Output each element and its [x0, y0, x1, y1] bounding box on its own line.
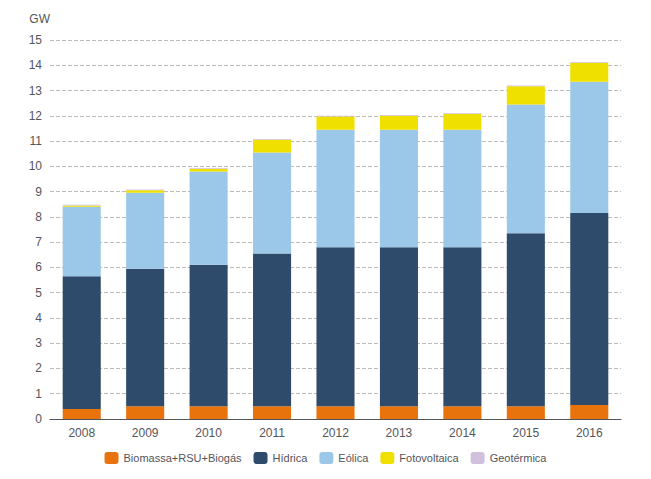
svg-text:15: 15 [29, 33, 43, 47]
svg-text:Fotovoltaica: Fotovoltaica [399, 452, 459, 464]
svg-text:2008: 2008 [68, 426, 95, 440]
svg-text:2016: 2016 [576, 426, 603, 440]
svg-text:Geotérmica: Geotérmica [490, 452, 548, 464]
svg-text:2012: 2012 [322, 426, 349, 440]
svg-text:13: 13 [29, 84, 43, 98]
svg-text:14: 14 [29, 58, 43, 72]
svg-text:10: 10 [29, 159, 43, 173]
svg-text:11: 11 [30, 134, 43, 148]
svg-text:0: 0 [35, 412, 42, 426]
svg-text:2014: 2014 [449, 426, 476, 440]
svg-text:2013: 2013 [386, 426, 413, 440]
svg-text:4: 4 [35, 311, 42, 325]
svg-text:1: 1 [35, 387, 42, 401]
svg-text:2015: 2015 [512, 426, 539, 440]
svg-text:12: 12 [29, 109, 43, 123]
svg-text:3: 3 [35, 336, 42, 350]
svg-text:6: 6 [35, 260, 42, 274]
svg-text:2009: 2009 [132, 426, 159, 440]
svg-text:Hídrica: Hídrica [273, 452, 309, 464]
svg-text:9: 9 [35, 185, 42, 199]
svg-text:2010: 2010 [195, 426, 222, 440]
svg-text:2: 2 [35, 361, 42, 375]
svg-text:7: 7 [35, 235, 42, 249]
svg-text:2011: 2011 [259, 426, 285, 440]
svg-text:5: 5 [35, 286, 42, 300]
svg-text:Biomassa+RSU+Biogás: Biomassa+RSU+Biogás [124, 452, 243, 464]
svg-text:Eólica: Eólica [338, 452, 369, 464]
svg-text:GW: GW [29, 12, 50, 26]
svg-text:8: 8 [35, 210, 42, 224]
